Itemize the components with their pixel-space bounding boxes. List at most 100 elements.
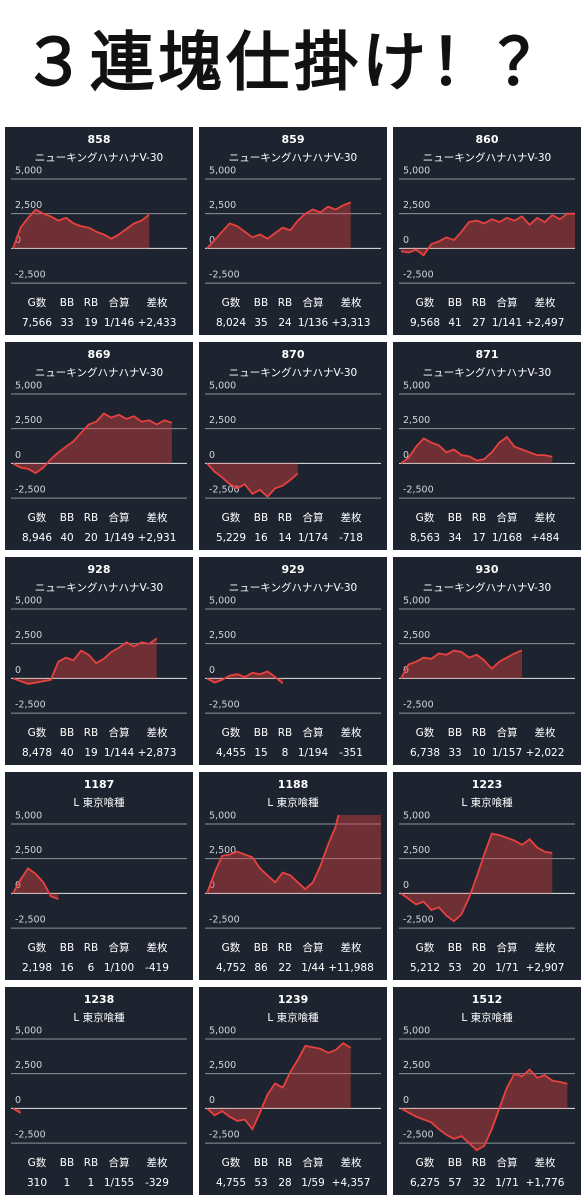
panel-bg xyxy=(393,342,581,550)
stat-value: +2,907 xyxy=(526,962,565,974)
y-tick-label: 2,500 xyxy=(403,415,430,426)
y-tick-label: 0 xyxy=(209,235,215,246)
stat-value: -419 xyxy=(145,962,169,974)
stat-value: 1/194 xyxy=(298,747,329,759)
y-tick-label: 2,500 xyxy=(15,200,42,211)
y-tick-label: -2,500 xyxy=(15,270,46,281)
area-fill xyxy=(207,202,351,249)
stat-value: 35 xyxy=(254,317,267,329)
y-tick-label: 5,000 xyxy=(15,810,42,821)
stat-label: G数 xyxy=(28,941,47,954)
stat-label: 合算 xyxy=(303,511,324,524)
chart-panel: 871 ニューキングハナハナV-305,000 2,500 0 -2,500 G数 8,56… xyxy=(393,342,581,550)
machine-number: 858 xyxy=(88,133,111,146)
stat-value: 8,563 xyxy=(410,532,440,544)
y-tick-label: 5,000 xyxy=(403,1025,430,1036)
y-tick-label: 2,500 xyxy=(403,630,430,641)
stat-label: BB xyxy=(448,942,462,954)
machine-name: ニューキングハナハナV-30 xyxy=(423,581,551,594)
stat-label: 差枚 xyxy=(341,296,362,309)
chart-panel: 869 ニューキングハナハナV-305,000 2,500 0 -2,500 G数 8,94… xyxy=(5,342,193,550)
area-fill xyxy=(13,638,157,684)
stat-label: 差枚 xyxy=(535,1156,556,1169)
stat-label: BB xyxy=(254,297,268,309)
stat-value: 14 xyxy=(278,532,292,544)
machine-name: ニューキングハナハナV-30 xyxy=(229,366,357,379)
stat-value: 5,212 xyxy=(410,962,440,974)
line xyxy=(206,815,340,894)
stat-value: 1 xyxy=(64,1177,71,1189)
stat-label: BB xyxy=(60,1157,74,1169)
chart-panel: 1238 L 東京喰種 5,000 2,500 0 -2,500 G数 310 BB 1 RB 1 合算… xyxy=(5,987,193,1195)
stat-value: 53 xyxy=(448,962,461,974)
panel-bg xyxy=(5,987,193,1195)
stat-label: BB xyxy=(254,512,268,524)
stat-value: 8,478 xyxy=(22,747,52,759)
machine-name: ニューキングハナハナV-30 xyxy=(229,581,357,594)
y-tick-label: 2,500 xyxy=(403,1060,430,1071)
stat-value: 1 xyxy=(88,1177,95,1189)
line xyxy=(206,201,352,250)
stat-label: 合算 xyxy=(303,726,324,739)
y-tick-label: -2,500 xyxy=(209,1130,240,1141)
line xyxy=(12,637,158,685)
y-tick-label: -2,500 xyxy=(15,915,46,926)
chart-panel: 1239 L 東京喰種 5,000 2,500 0 -2,500 G数 4,755 BB 53 RB… xyxy=(199,987,387,1195)
stat-label: G数 xyxy=(28,1156,47,1169)
stat-label: BB xyxy=(60,727,74,739)
panel-bg xyxy=(393,772,581,980)
y-tick-label: -2,500 xyxy=(15,1130,46,1141)
stat-label: RB xyxy=(278,297,293,309)
stat-value: 24 xyxy=(278,317,292,329)
stat-value: +2,022 xyxy=(526,747,565,759)
chart-panel: 1223 L 東京喰種 5,000 2,500 0 -2,500 G数 5,212 BB 53 RB… xyxy=(393,772,581,980)
y-tick-label: 5,000 xyxy=(209,595,236,606)
stat-value: +3,313 xyxy=(332,317,371,329)
stat-value: +2,873 xyxy=(138,747,177,759)
stat-label: 合算 xyxy=(109,941,130,954)
y-tick-label: 5,000 xyxy=(15,1025,42,1036)
stat-value: 15 xyxy=(254,747,267,759)
stat-label: BB xyxy=(448,297,462,309)
stat-label: G数 xyxy=(416,941,435,954)
panel-bg xyxy=(199,127,387,335)
stat-value: 7,566 xyxy=(22,317,52,329)
stat-value: 40 xyxy=(60,747,73,759)
panel-bg xyxy=(5,772,193,980)
y-tick-label: 0 xyxy=(209,1095,215,1106)
area-fill xyxy=(13,209,150,249)
chart-panel: 1512 L 東京喰種 5,000 2,500 0 -2,500 G数 6,275 BB 57 RB… xyxy=(393,987,581,1195)
stat-value: 1/144 xyxy=(104,747,135,759)
chart-panel: 870 ニューキングハナハナV-305,000 2,500 0 -2,500 G数 5,22… xyxy=(199,342,387,550)
machine-number: 870 xyxy=(282,348,305,361)
stat-label: BB xyxy=(448,512,462,524)
stat-value: -351 xyxy=(339,747,363,759)
y-tick-label: 0 xyxy=(209,450,215,461)
area-fill xyxy=(401,1069,568,1151)
line xyxy=(400,435,553,465)
stat-value: 16 xyxy=(254,532,268,544)
panel-bg xyxy=(199,342,387,550)
machine-name: ニューキングハナハナV-30 xyxy=(423,366,551,379)
line xyxy=(206,670,284,684)
stat-label: 差枚 xyxy=(535,726,556,739)
stat-label: G数 xyxy=(28,511,47,524)
y-tick-label: -2,500 xyxy=(403,1130,434,1141)
stat-label: BB xyxy=(60,942,74,954)
stat-value: +2,931 xyxy=(138,532,177,544)
y-tick-label: 2,500 xyxy=(209,845,236,856)
y-tick-label: 0 xyxy=(403,880,409,891)
stat-label: G数 xyxy=(28,296,47,309)
machine-number: 928 xyxy=(88,563,111,576)
stat-label: RB xyxy=(472,297,487,309)
line xyxy=(400,212,575,257)
area-fill xyxy=(401,437,553,464)
machine-name: L 東京喰種 xyxy=(267,1011,319,1024)
machine-number: 869 xyxy=(88,348,111,361)
stat-label: G数 xyxy=(416,726,435,739)
stat-value: +1,776 xyxy=(526,1177,565,1189)
y-tick-label: -2,500 xyxy=(403,485,434,496)
y-tick-label: 2,500 xyxy=(209,630,236,641)
